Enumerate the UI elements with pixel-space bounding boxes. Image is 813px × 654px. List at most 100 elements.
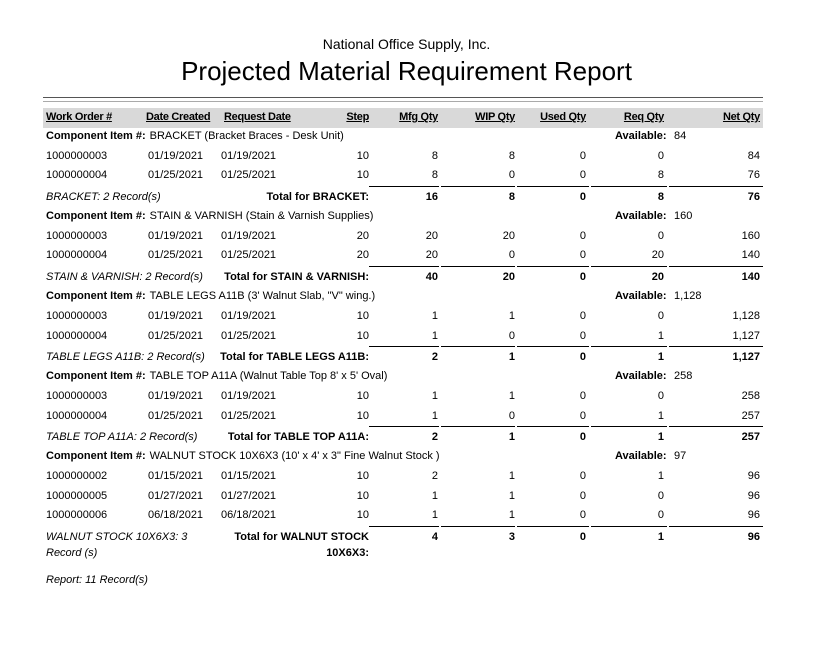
component-label: Component Item #:	[46, 290, 146, 303]
mfg-qty: 20	[425, 229, 438, 242]
component-header: Component Item #: TABLE LEGS A11B (3' Wal…	[43, 287, 763, 307]
col-req: Req Qty	[623, 111, 664, 123]
column-header-row: Work Order # Date Created Request Date S…	[43, 108, 763, 128]
net-qty: 1,127	[732, 329, 760, 342]
total-divider	[591, 526, 667, 527]
wip-total: 1	[508, 351, 515, 364]
net-total: 96	[747, 531, 760, 543]
net-qty: 257	[741, 409, 760, 422]
step: 10	[356, 489, 369, 502]
req-qty: 0	[657, 309, 664, 322]
req-qty: 1	[657, 329, 664, 342]
wip-qty: 1	[508, 389, 515, 402]
used-qty: 0	[579, 389, 586, 402]
wip-qty: 20	[502, 229, 515, 242]
request-date: 01/15/2021	[221, 469, 277, 482]
total-divider	[669, 426, 763, 428]
available-label: Available:	[615, 290, 667, 303]
total-divider	[591, 186, 667, 188]
divider	[43, 101, 763, 102]
req-qty: 1	[657, 409, 664, 422]
total-divider	[591, 426, 667, 428]
wip-qty: 0	[508, 249, 515, 262]
used-qty: 0	[579, 509, 586, 522]
net-qty: 84	[747, 149, 760, 162]
used-qty: 0	[579, 169, 586, 182]
request-date: 06/18/2021	[221, 509, 277, 522]
work-order: 1000000003	[46, 389, 108, 402]
mfg-qty: 8	[431, 169, 438, 182]
wip-qty: 8	[508, 149, 515, 162]
group-total-label: Total for BRACKET:	[266, 191, 369, 204]
step: 10	[356, 509, 369, 522]
total-divider	[441, 426, 515, 428]
table-row: 1000000004 01/25/2021 01/25/2021 20 20 0 0 20 14…	[43, 246, 763, 266]
col-wip: WIP Qty	[475, 111, 515, 123]
group-total-row: STAIN & VARNISH: 2 Record(s) Total for ST…	[43, 266, 763, 287]
table-row: 1000000003 01/19/2021 01/19/2021 10 8 8 0 0 84	[43, 147, 763, 167]
net-qty: 1,128	[732, 309, 760, 322]
component-label: Component Item #:	[46, 370, 146, 383]
component-item: BRACKET (Bracket Braces - Desk Unit)	[149, 130, 344, 142]
divider	[43, 97, 763, 98]
component-header: Component Item #: TABLE TOP A11A (Walnut …	[43, 367, 763, 387]
col-mfg: Mfg Qty	[399, 111, 438, 123]
date-created: 01/19/2021	[148, 149, 204, 162]
mfg-total: 2	[431, 431, 438, 444]
table-row: 1000000005 01/27/2021 01/27/2021 10 1 1 0 0 96	[43, 487, 763, 507]
available-label: Available:	[615, 370, 667, 383]
net-qty: 96	[747, 509, 760, 522]
request-date: 01/25/2021	[221, 409, 277, 422]
used-qty: 0	[579, 489, 586, 502]
wip-total: 20	[502, 271, 515, 284]
step: 20	[356, 229, 369, 242]
net-qty: 76	[747, 169, 760, 182]
mfg-qty: 8	[431, 149, 438, 162]
group-total-label: Total for STAIN & VARNISH:	[224, 271, 369, 284]
req-qty: 20	[651, 249, 664, 262]
mfg-qty: 2	[431, 469, 438, 482]
req-total: 20	[651, 271, 664, 284]
company-name: National Office Supply, Inc.	[322, 36, 491, 52]
total-divider	[369, 186, 439, 188]
step: 10	[356, 469, 369, 482]
table-row: 1000000004 01/25/2021 01/25/2021 10 1 0 0 1 257	[43, 407, 763, 427]
available-label: Available:	[615, 130, 667, 142]
request-date: 01/25/2021	[221, 169, 277, 182]
total-divider	[591, 346, 667, 348]
used-total: 0	[579, 531, 586, 543]
total-divider	[369, 526, 439, 527]
req-total: 1	[657, 531, 664, 543]
available-value: 258	[674, 370, 693, 383]
used-qty: 0	[579, 149, 586, 162]
net-qty: 96	[747, 469, 760, 482]
work-order: 1000000003	[46, 229, 108, 242]
group-record-count: BRACKET: 2 Record(s)	[46, 191, 161, 204]
wip-total: 3	[508, 531, 515, 543]
request-date: 01/25/2021	[221, 249, 277, 262]
net-total: 140	[741, 271, 760, 284]
component-header: Component Item #: BRACKET (Bracket Braces…	[43, 127, 763, 147]
available-label: Available:	[615, 450, 667, 463]
work-order: 1000000003	[46, 309, 108, 322]
mfg-total: 2	[431, 351, 438, 364]
req-qty: 0	[657, 149, 664, 162]
col-step: Step	[346, 111, 369, 123]
table-row: 1000000003 01/19/2021 01/19/2021 10 1 1 0 0 1,12…	[43, 307, 763, 327]
wip-qty: 0	[508, 169, 515, 182]
component-label: Component Item #:	[46, 450, 146, 463]
req-qty: 0	[657, 489, 664, 502]
mfg-qty: 1	[431, 409, 438, 422]
component-item: TABLE LEGS A11B (3' Walnut Slab, "V" win…	[149, 290, 376, 303]
wip-qty: 0	[508, 329, 515, 342]
group-record-count: TABLE TOP A11A: 2 Record(s)	[46, 431, 198, 444]
date-created: 01/27/2021	[148, 489, 204, 502]
net-qty: 140	[741, 249, 760, 262]
col-used: Used Qty	[540, 111, 586, 123]
group-total-row: WALNUT STOCK 10X6X3: 3 Record (s) Total f…	[43, 526, 763, 563]
component-item: STAIN & VARNISH (Stain & Varnish Supplie…	[149, 210, 374, 223]
total-divider	[669, 266, 763, 268]
col-work-order: Work Order #	[46, 111, 112, 123]
group-total-label: Total for TABLE LEGS A11B:	[220, 351, 369, 364]
